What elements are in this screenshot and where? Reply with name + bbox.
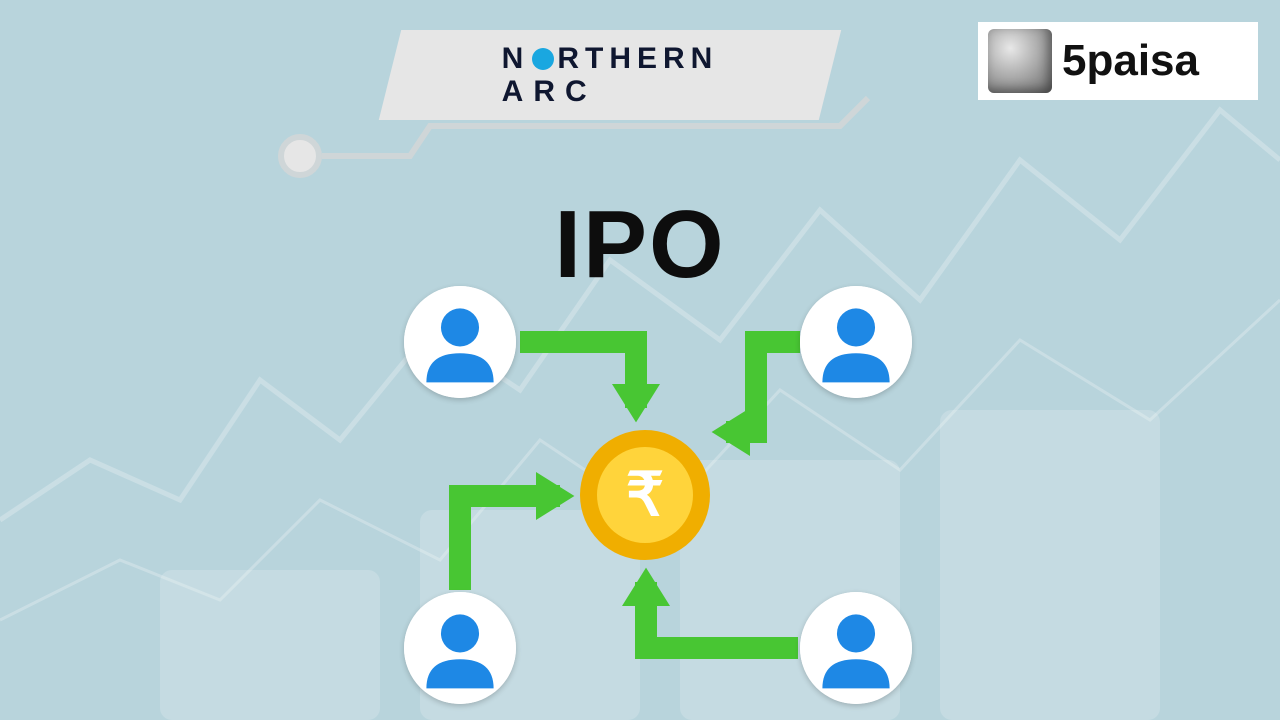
rupee-coin-icon: ₹ bbox=[580, 430, 710, 560]
arrow-layer bbox=[0, 0, 1280, 720]
user-bottom-right-icon bbox=[800, 592, 912, 704]
rupee-glyph: ₹ bbox=[626, 460, 664, 530]
user-top-left-icon bbox=[404, 286, 516, 398]
ipo-flow-diagram: ₹ bbox=[0, 0, 1280, 720]
ipo-infographic: NRTHERN ARC 5paisa IPO ₹ bbox=[0, 0, 1280, 720]
arrow-head-icon bbox=[622, 568, 670, 606]
arrow-br bbox=[646, 582, 798, 648]
arrow-tl bbox=[520, 342, 636, 408]
user-top-right-icon bbox=[800, 286, 912, 398]
arrow-head-icon bbox=[536, 472, 574, 520]
user-bottom-left-icon bbox=[404, 592, 516, 704]
arrow-head-icon bbox=[712, 408, 750, 456]
rupee-coin-inner: ₹ bbox=[597, 447, 693, 543]
arrow-head-icon bbox=[612, 384, 660, 422]
